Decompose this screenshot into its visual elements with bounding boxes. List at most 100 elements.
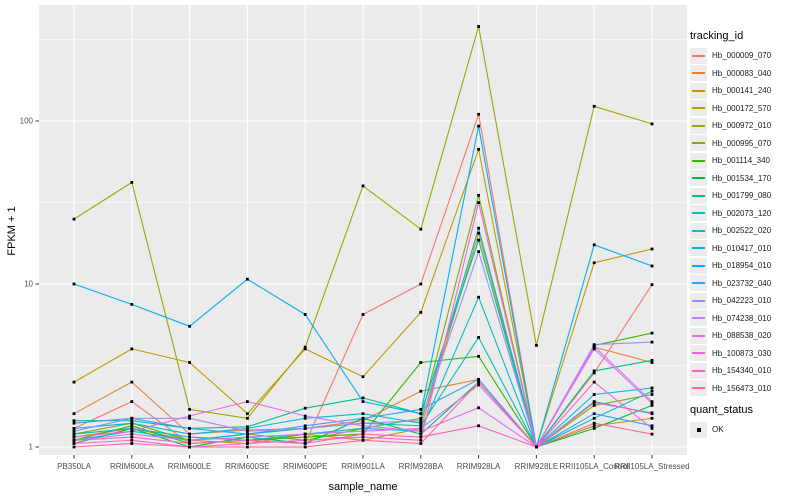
legend-line-icon xyxy=(692,142,705,145)
legend-item-label: Hb_074238_010 xyxy=(712,313,772,323)
data-point-marker xyxy=(303,442,307,445)
data-point-marker xyxy=(650,122,654,126)
data-point-marker xyxy=(130,181,134,184)
legend-line-icon xyxy=(692,107,705,110)
data-point-marker xyxy=(188,361,191,364)
legend-item-label: Hb_002073_120 xyxy=(712,208,772,218)
legend-key-swatch xyxy=(690,421,707,438)
legend-items-quant-status: OK xyxy=(690,421,800,439)
legend-key-swatch xyxy=(690,100,707,117)
x-tick-label: RRIM928LE xyxy=(515,462,559,471)
data-point-marker xyxy=(650,389,654,393)
data-point-marker xyxy=(246,438,249,442)
data-point-marker xyxy=(361,400,365,403)
data-point-marker xyxy=(72,445,76,449)
data-point-marker xyxy=(650,264,654,268)
data-point-marker xyxy=(188,438,191,442)
data-point-marker xyxy=(361,416,365,420)
data-point-marker xyxy=(419,424,423,428)
data-point-marker xyxy=(477,383,480,387)
data-point-marker xyxy=(303,432,307,436)
data-point-marker xyxy=(72,380,76,384)
legend-item-Hb_000172_570: Hb_000172_570 xyxy=(690,100,800,118)
data-point-marker xyxy=(477,406,480,410)
legend-item-Hb_002522_020: Hb_002522_020 xyxy=(690,222,800,240)
legend-key-swatch xyxy=(690,327,707,344)
legend-key-swatch xyxy=(690,362,707,379)
legend-item-label: Hb_154340_010 xyxy=(712,366,772,376)
data-point-marker xyxy=(592,401,596,405)
data-point-marker xyxy=(303,424,307,428)
legend-line-icon xyxy=(692,159,705,162)
data-point-marker xyxy=(130,427,134,430)
data-point-marker xyxy=(535,344,538,347)
data-point-marker xyxy=(592,261,596,265)
data-point-marker xyxy=(188,435,191,439)
data-point-marker xyxy=(650,432,654,436)
data-point-marker xyxy=(650,427,654,430)
data-point-marker xyxy=(130,416,134,420)
data-point-marker xyxy=(419,442,423,445)
legend-line-icon xyxy=(692,124,705,127)
legend-key-swatch xyxy=(690,152,707,169)
legend-item-Hb_018954_010: Hb_018954_010 xyxy=(690,257,800,275)
data-point-marker xyxy=(130,419,134,423)
data-point-marker xyxy=(650,393,654,396)
legend-item-label: Hb_042223_010 xyxy=(712,296,772,306)
data-point-marker xyxy=(477,250,480,253)
data-point-marker xyxy=(592,369,596,373)
x-tick-label: RRIM928BA xyxy=(399,462,444,471)
y-tick-label: 100 xyxy=(20,117,34,126)
data-point-marker xyxy=(361,419,365,423)
data-point-marker xyxy=(72,421,76,425)
data-point-marker xyxy=(650,402,654,405)
legend-item-label: Hb_088538_020 xyxy=(712,331,772,341)
legend-key-swatch xyxy=(690,240,707,257)
legend-key-swatch xyxy=(690,275,707,292)
legend-line-icon xyxy=(692,334,705,337)
legend-key-swatch xyxy=(690,345,707,362)
data-point-marker xyxy=(592,393,596,396)
y-tick-label: 1 xyxy=(29,443,34,452)
legend-line-icon xyxy=(692,352,705,355)
data-point-marker xyxy=(592,427,596,430)
data-point-marker xyxy=(361,438,365,442)
legend-title-quant-status: quant_status xyxy=(690,404,753,416)
legend-item-Hb_042223_010: Hb_042223_010 xyxy=(690,292,800,310)
data-point-marker xyxy=(246,425,249,429)
data-point-marker xyxy=(650,283,654,287)
legend-item-label: Hb_156473_010 xyxy=(712,383,772,393)
data-point-marker xyxy=(477,25,480,28)
data-point-marker xyxy=(477,147,480,151)
data-point-marker xyxy=(188,445,191,449)
data-point-marker xyxy=(592,404,596,407)
legend-item-Hb_000972_010: Hb_000972_010 xyxy=(690,117,800,135)
y-axis-title: FPKM + 1 xyxy=(6,206,18,256)
data-point-marker xyxy=(303,438,307,442)
legend-line-icon xyxy=(692,54,705,57)
data-point-marker xyxy=(246,400,249,403)
legend-line-icon xyxy=(692,72,705,75)
data-point-marker xyxy=(130,435,134,439)
legend-line-icon xyxy=(692,177,705,180)
data-point-marker xyxy=(303,347,307,351)
data-point-marker xyxy=(419,227,423,231)
data-point-marker xyxy=(188,432,191,436)
x-tick-label: RRII105LA_Stressed xyxy=(614,462,689,471)
data-point-marker xyxy=(650,331,654,335)
data-point-marker xyxy=(303,435,307,439)
data-point-marker xyxy=(188,324,191,328)
legend-line-icon xyxy=(692,212,705,215)
data-point-marker xyxy=(188,442,191,445)
legend-key-swatch xyxy=(690,117,707,134)
data-point-marker xyxy=(246,442,249,445)
data-point-marker xyxy=(419,419,423,423)
data-point-marker xyxy=(419,435,423,439)
x-tick-label: RRII105LA_Control xyxy=(560,462,630,471)
data-point-marker xyxy=(477,231,480,235)
data-point-marker xyxy=(477,295,480,299)
data-point-marker xyxy=(188,427,191,430)
data-point-marker xyxy=(592,104,596,108)
data-point-marker xyxy=(592,380,596,384)
